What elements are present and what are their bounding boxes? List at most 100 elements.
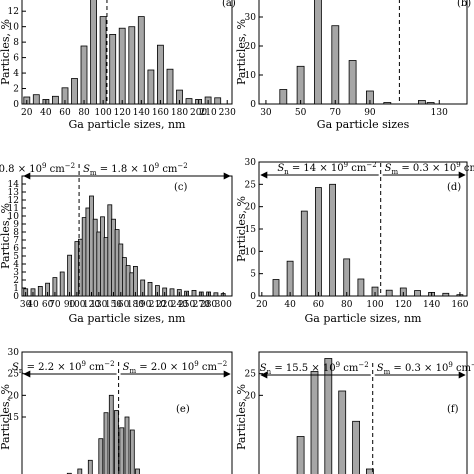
panel-letter: (d) [447,182,461,193]
x-tick-label: 230 [219,108,236,118]
bar [132,265,138,297]
bar [414,290,421,297]
bar [128,26,136,105]
panel-letter: (b) [457,0,471,9]
bar [147,281,153,297]
y-axis-label: Particles, % [235,196,248,262]
x-tick-label: 250 [178,300,195,310]
y-tick-label: 2 [13,276,19,286]
panel-d: 0 5 10 15 20 25 30 20 40 60 80 100 120 140 160 Ga parti… [235,158,474,325]
bar [296,65,305,105]
bar [90,0,97,105]
y-tick-label: 1 [13,284,19,294]
bar [314,187,322,297]
x-tick-label: 150 [105,300,122,310]
x-tick-label: 120 [395,300,412,310]
bar [166,68,174,105]
y-tick-label: 30 [245,158,257,168]
x-tick-label: 210 [149,300,166,310]
bar [296,436,305,474]
bar [98,438,104,474]
annotation-sm: Sm = 0.3 × 109 cm−2 [385,161,474,176]
x-tick-label: 60 [42,300,54,310]
y-tick-label: 0 [13,292,19,302]
y-tick-label: 25 [245,180,257,190]
bar [385,289,393,297]
x-tick-label: 240 [171,300,188,310]
y-tick-label: 15 [245,225,257,235]
y-tick-label: 25 [245,370,257,380]
bar [272,279,280,297]
bar [119,427,125,474]
y-axis-label: Particles, % [235,384,248,450]
y-tick-label: 10 [8,212,20,222]
y-tick-label: 5 [13,252,19,262]
x-tick-label: 30 [260,108,272,118]
x-tick-label: 180 [171,108,188,118]
bar [129,429,135,474]
y-tick-label: 30 [8,348,20,358]
panel-letter: (a) [222,0,236,9]
y-tick-label: 20 [8,391,20,401]
x-tick-label: 50 [295,108,307,118]
y-tick-label: 15 [8,413,20,423]
x-tick-label: 140 [423,300,440,310]
annotation-sn: Sn = 0.8 × 109 cm−2 [0,162,75,177]
bar [103,412,109,474]
y-tick-label: 20 [245,42,257,52]
panel-f: 20 25 Particles, % (f) Sn = 15.5 × 109 cm−2 S… [235,351,474,474]
y-tick-label: 6 [13,244,19,254]
bar [214,97,222,105]
x-tick-label: 90 [64,300,76,310]
x-tick-label: 130 [90,300,107,310]
x-tick-label: 100 [68,300,85,310]
y-axis-label: Particles, % [0,384,12,450]
bar [343,258,351,297]
x-tick-label: 100 [366,300,383,310]
y-axis-label: Particles, % [0,203,12,269]
bar [147,69,155,105]
y-tick-label: 8 [13,228,19,238]
x-tick-label: 20 [256,300,268,310]
bar [67,254,72,297]
x-tick-label: 120 [114,108,131,118]
bar [52,95,59,105]
y-tick-label: 12 [8,196,19,206]
bar [338,390,347,474]
y-tick-label: 4 [13,260,19,270]
x-tick-label: 40 [40,108,52,118]
bar [135,468,140,474]
y-tick-label: 10 [245,71,257,81]
annotation-sn: Sn = 14 × 109 cm−2 [277,161,376,176]
bar [185,98,193,105]
x-tick-label: 280 [200,300,217,310]
y-tick-label: 10 [245,247,257,257]
y-tick-label: 30 [245,13,257,23]
y-tick-label: 7 [13,236,19,246]
x-tick-label: 100 [95,108,112,118]
y-tick-label: 2 [13,85,19,95]
bar [191,289,197,297]
bar [310,371,319,474]
panel-e: 15 20 25 30 Particles, % (e) Sn = 2.2 × 109 cm… [0,348,233,474]
x-axis-label: Ga particle sizes, nm [305,312,423,325]
bar [156,44,164,105]
bar [99,16,107,105]
y-tick-label: 13 [8,188,20,198]
x-tick-label: 160 [112,300,129,310]
x-tick-label: 40 [284,300,296,310]
plot-frame [21,0,233,105]
y-tick-label: 0 [250,100,256,110]
y-tick-label: 8 [13,38,19,48]
x-tick-label: 70 [330,108,342,118]
x-tick-label: 90 [364,108,376,118]
y-tick-label: 5 [250,270,256,280]
x-tick-label: 20 [21,108,33,118]
bar [331,25,340,105]
x-tick-label: 210 [200,108,217,118]
bar [213,292,219,297]
x-tick-label: 80 [78,108,90,118]
bar [357,278,365,297]
bar [365,468,374,474]
